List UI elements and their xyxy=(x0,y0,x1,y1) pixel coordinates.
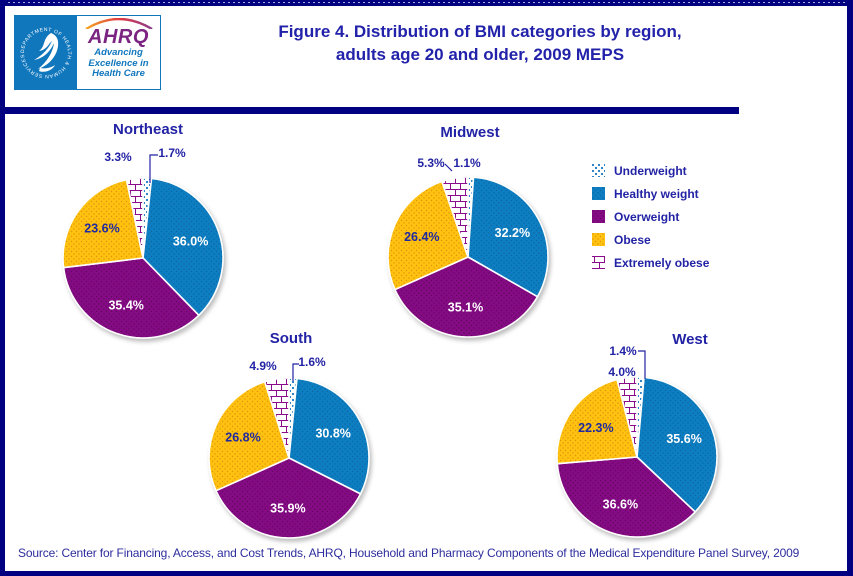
legend-label: Extremely obese xyxy=(614,255,710,270)
label-leader-line xyxy=(149,154,158,183)
legend-label: Underweight xyxy=(614,163,687,178)
pie-data-label: 36.0% xyxy=(173,235,208,249)
pie-slice-healthy-weight xyxy=(636,376,718,513)
frame-left-border xyxy=(0,0,5,576)
pie-data-label: 1.1% xyxy=(453,156,481,170)
pie-data-label: 35.1% xyxy=(448,300,483,314)
hhs-seal: DEPARTMENT OF HEALTH & HUMAN SERVICES • … xyxy=(13,12,77,89)
pie-data-label: 22.3% xyxy=(578,421,613,435)
pie-data-label: 35.9% xyxy=(270,501,305,515)
region-title-south: South xyxy=(269,330,313,347)
pie-slice-extremely-obese xyxy=(441,176,469,258)
region-title-northeast: Northeast xyxy=(112,121,183,138)
pie-data-label: 23.6% xyxy=(84,222,119,236)
header-divider-bar xyxy=(0,107,739,114)
legend-label: Obese xyxy=(614,232,651,247)
pie-slice-obese xyxy=(208,380,290,492)
ahrq-logo: DEPARTMENT OF HEALTH & HUMAN SERVICES • … xyxy=(13,12,161,90)
pie-data-label: 3.3% xyxy=(104,150,132,164)
pie-midwest xyxy=(387,176,549,338)
tagline-line2: Excellence in xyxy=(88,57,149,69)
figure-title-line2: adults age 20 and older, 2009 MEPS xyxy=(335,45,625,64)
pie-slice-obese xyxy=(556,378,638,465)
extremely-obese-swatch-icon xyxy=(592,256,605,269)
figure-title-line1: Figure 4. Distribution of BMI categories… xyxy=(278,22,682,41)
pie-data-label: 35.4% xyxy=(108,299,143,313)
overweight-swatch-icon xyxy=(592,210,605,223)
legend: Underweight Healthy weight Overweight Ob… xyxy=(592,164,709,279)
ahrq-acronym: AHRQ xyxy=(88,26,149,48)
frame-pinstripe xyxy=(3,2,850,3)
frame-right-border xyxy=(847,0,853,576)
pie-data-label: 30.8% xyxy=(315,427,350,441)
pie-slice-overweight xyxy=(556,456,696,538)
legend-item-extremely-obese: Extremely obese xyxy=(592,255,710,270)
pie-chart-west: 35.6% 36.6% 22.3% 1.4% 4.0% xyxy=(556,344,718,538)
pie-chart-northeast: 36.0% 35.4% 23.6% 1.7% 3.3% xyxy=(62,146,224,339)
tagline-line3: Health Care xyxy=(92,68,145,79)
ahrq-logo-text: AHRQ Advancing Excellence in Health Care xyxy=(77,16,160,89)
legend-item-healthy-weight: Healthy weight xyxy=(592,186,709,201)
pie-data-label: 32.2% xyxy=(495,226,530,240)
underweight-swatch-icon xyxy=(592,164,605,177)
pie-chart-south: 30.8% 35.9% 26.8% 1.6% 4.9% xyxy=(208,355,370,539)
pie-slice-healthy-weight xyxy=(142,177,224,317)
ahrq-tagline: Advancing Excellence in Health Care xyxy=(88,47,149,80)
legend-label: Overweight xyxy=(614,209,680,224)
obese-swatch-icon xyxy=(592,233,605,246)
pie-data-label: 5.3% xyxy=(417,156,445,170)
pie-northeast xyxy=(62,177,224,339)
pie-slice-obese xyxy=(387,180,469,291)
pie-data-label: 1.7% xyxy=(158,146,186,160)
pie-slice-healthy-weight xyxy=(467,176,549,298)
legend-item-underweight: Underweight xyxy=(592,163,709,178)
pie-slice-healthy-weight xyxy=(288,377,370,495)
frame-bottom-border xyxy=(0,571,853,576)
label-leader-line xyxy=(292,363,299,381)
legend-item-obese: Obese xyxy=(592,232,709,247)
pie-slice-obese xyxy=(62,178,144,269)
legend-label: Healthy weight xyxy=(614,186,699,201)
pie-data-label: 1.4% xyxy=(609,344,637,358)
pie-slice-extremely-obese xyxy=(125,177,144,259)
tagline-line1: Advancing xyxy=(94,47,143,58)
pie-data-label: 26.4% xyxy=(404,230,439,244)
legend-item-overweight: Overweight xyxy=(592,209,709,224)
pie-data-label: 1.6% xyxy=(298,355,326,369)
figure-title: Figure 4. Distribution of BMI categories… xyxy=(190,20,770,66)
region-title-midwest: Midwest xyxy=(440,124,500,141)
pie-chart-midwest: 32.2% 35.1% 26.4% 1.1% 5.3% xyxy=(387,156,549,338)
label-leader-line xyxy=(638,350,646,379)
pie-data-label: 35.6% xyxy=(666,432,701,446)
pie-data-label: 4.9% xyxy=(249,359,277,373)
frame-top-border xyxy=(0,0,853,6)
pie-slice-extremely-obese xyxy=(616,376,638,458)
pie-slice-overweight xyxy=(62,257,200,339)
label-leader-line xyxy=(444,163,453,172)
pie-south xyxy=(208,377,370,539)
rainbow-arc-icon xyxy=(84,18,153,29)
hhs-eagle-icon: DEPARTMENT OF HEALTH & HUMAN SERVICES • … xyxy=(13,12,72,79)
pie-slice-overweight xyxy=(215,457,362,539)
region-title-west: West xyxy=(672,331,708,348)
source-note: Source: Center for Financing, Access, an… xyxy=(18,546,800,560)
pie-slice-overweight xyxy=(394,256,539,338)
pie-data-label: 4.0% xyxy=(608,365,636,379)
pie-slice-extremely-obese xyxy=(263,377,290,459)
healthy-weight-swatch-icon xyxy=(592,187,605,200)
pie-data-label: 26.8% xyxy=(225,430,260,444)
pie-data-label: 36.6% xyxy=(603,498,638,512)
pie-west xyxy=(556,376,718,538)
